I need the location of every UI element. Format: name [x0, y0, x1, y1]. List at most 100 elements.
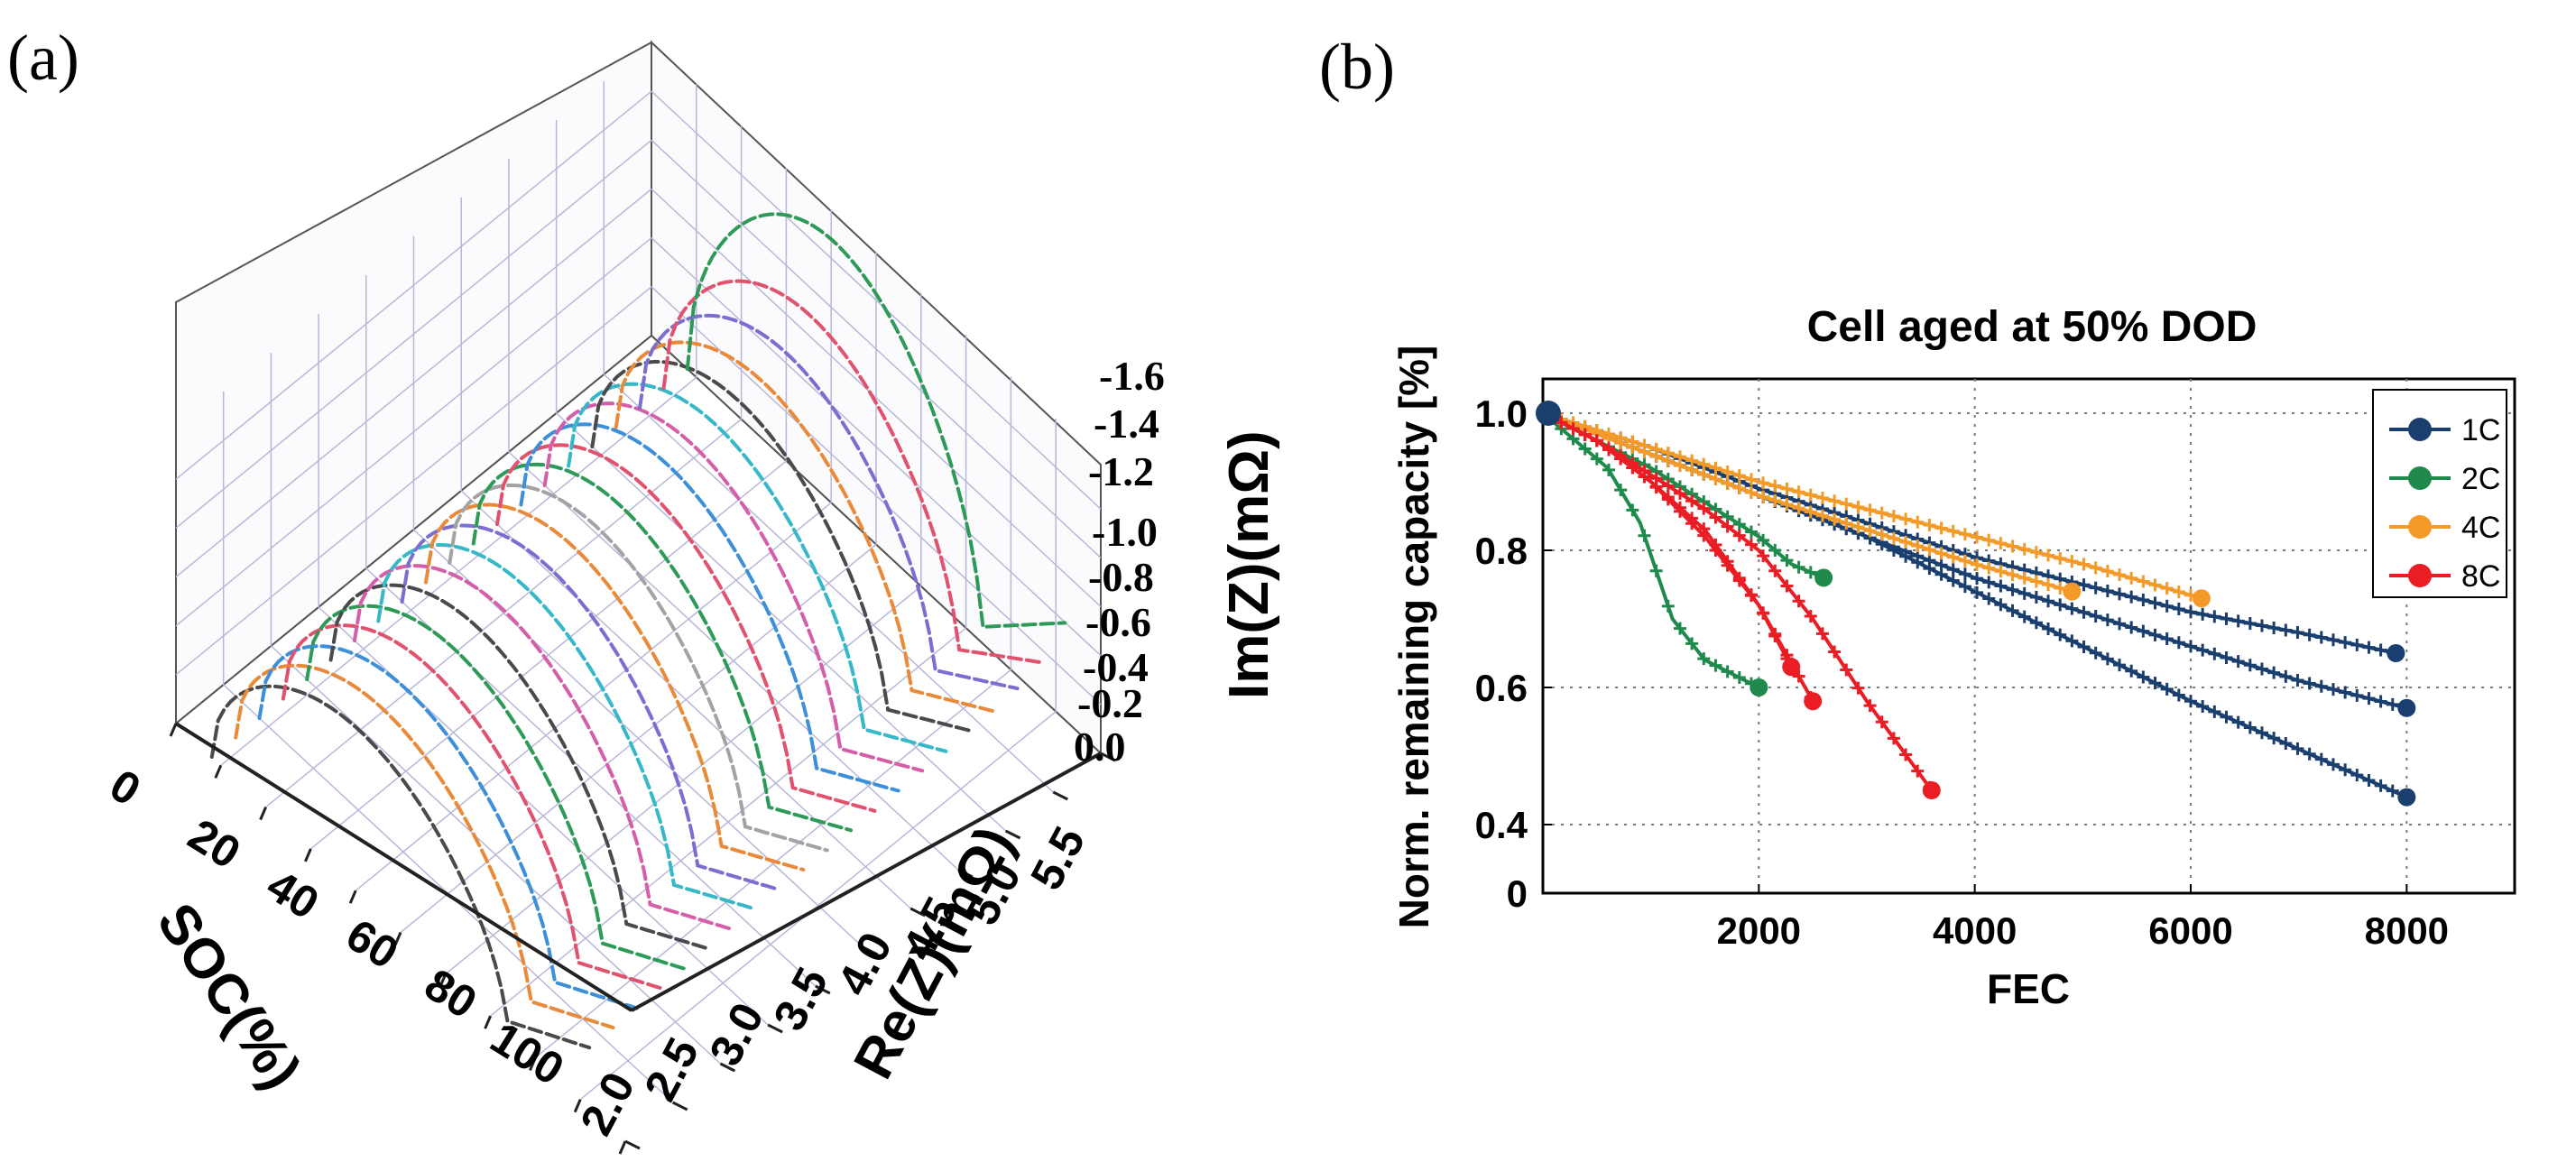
marker-end-1C	[2387, 644, 2405, 662]
impedance-curves	[209, 212, 1067, 1050]
marker-1C	[2089, 609, 2102, 622]
marker-1C	[2339, 636, 2352, 650]
marker-8C	[1685, 494, 1699, 508]
marker-1C	[2172, 636, 2185, 650]
marker-1C	[2255, 726, 2268, 740]
marker-8C	[1661, 493, 1675, 506]
legend-marker-4C	[2408, 515, 2432, 539]
soc-axis-line	[174, 722, 633, 1012]
marker-8C	[1697, 529, 1711, 542]
marker-end-8C	[1804, 692, 1823, 711]
soc-tick-mark	[624, 1139, 641, 1150]
marker-8C	[1780, 579, 1794, 593]
marker-4C	[2054, 551, 2067, 565]
im-tick: 0.0	[1074, 724, 1126, 770]
marker-1C	[2279, 623, 2293, 637]
soc-tick: 60	[337, 909, 407, 979]
marker-1C	[1887, 544, 1900, 557]
impedance-curve	[495, 443, 877, 813]
marker-1C	[2362, 692, 2376, 706]
panel-b-capacity-plot: Cell aged at 50% DOD 2000 4000 6000 8000…	[1390, 303, 2516, 1012]
legend: 1C 2C 4C 8C	[2372, 389, 2507, 598]
marker-4C	[1780, 482, 1794, 495]
marker-1C	[2089, 646, 2102, 659]
marker-1C	[2267, 621, 2281, 634]
marker-8C	[1744, 538, 1758, 551]
marker-8C	[1673, 486, 1686, 500]
soc-tick-mark	[815, 984, 831, 995]
marker-4C	[1780, 498, 1794, 512]
marker-8C	[1709, 544, 1722, 557]
marker-8C	[1732, 574, 1746, 587]
marker-4C	[1863, 524, 1877, 538]
soc-tick: 100	[482, 1012, 572, 1095]
x-tick: 4000	[1933, 909, 2017, 952]
marker-1C	[2184, 605, 2197, 619]
marker-8C	[1757, 549, 1770, 563]
marker-4C	[1923, 519, 1936, 532]
marker-1C	[1994, 598, 2008, 612]
impedance-curve	[234, 663, 615, 1029]
marker-4C	[2029, 546, 2043, 559]
marker-1C	[2017, 610, 2031, 623]
soc-tick-mark	[862, 945, 879, 956]
marker-end-4C	[2192, 589, 2211, 608]
marker-end-2C	[1750, 678, 1768, 696]
impedance-curve	[305, 604, 687, 971]
marker-4C	[1971, 530, 1984, 544]
marker-1C	[2303, 747, 2316, 761]
marker-4C	[1697, 467, 1711, 481]
legend-label-2C: 2C	[2461, 462, 2500, 496]
marker-end-8C	[1782, 658, 1801, 677]
marker-4C	[1744, 473, 1758, 486]
marker-1C	[2243, 659, 2257, 672]
floor-grid-line	[579, 711, 1057, 1101]
marker-1C	[2160, 682, 2174, 696]
marker-4C	[1649, 449, 1663, 463]
marker-1C	[2374, 643, 2387, 657]
impedance-curve	[352, 564, 734, 931]
wall-grid-line	[175, 90, 652, 480]
marker-8C	[1626, 461, 1639, 475]
marker-2C	[1792, 560, 1805, 574]
marker-1C	[2326, 683, 2340, 696]
marker-1C	[2101, 652, 2114, 666]
marker-1C	[1982, 592, 1996, 605]
legend-label-4C: 4C	[2461, 511, 2500, 545]
y-tick: 0.8	[1475, 530, 1528, 572]
marker-8C	[1614, 452, 1628, 466]
floor-grid-line	[270, 645, 721, 1065]
marker-1C	[2231, 715, 2245, 729]
chart-title: Cell aged at 50% DOD	[1807, 303, 2257, 351]
legend-label-1C: 1C	[2461, 413, 2500, 447]
wall-grid-line	[175, 237, 652, 627]
marker-1C	[2077, 578, 2091, 592]
re-tick-mark	[304, 848, 312, 862]
marker-1C	[2077, 605, 2091, 619]
impedance-curve	[400, 523, 781, 892]
re-tick-mark	[169, 723, 178, 737]
marker-1C	[2065, 634, 2079, 648]
marker-4C	[1721, 465, 1734, 478]
soc-tick-mark	[909, 907, 926, 918]
marker-4C	[1875, 506, 1888, 520]
marker-1C	[2054, 628, 2067, 641]
marker-8C	[1804, 609, 1817, 622]
marker-4C	[1732, 469, 1746, 483]
re-tick-mark	[348, 890, 357, 904]
marker-4C	[1982, 533, 1996, 547]
marker-4C	[1768, 479, 1782, 493]
marker-1C	[2291, 674, 2304, 687]
re-tick: 5.5	[1020, 818, 1094, 898]
re-tick: 3.0	[699, 994, 773, 1074]
marker-1C	[2172, 688, 2185, 702]
marker-2C	[1721, 665, 1734, 678]
marker-8C	[1792, 669, 1805, 683]
marker-1C	[1911, 556, 1925, 569]
marker-1C	[1946, 563, 1960, 576]
plot-area	[1541, 377, 2516, 895]
marker-1C	[2125, 590, 2138, 604]
marker-1C	[2077, 641, 2091, 654]
impedance-curve	[209, 684, 592, 1050]
re-tick-mark	[214, 764, 223, 779]
